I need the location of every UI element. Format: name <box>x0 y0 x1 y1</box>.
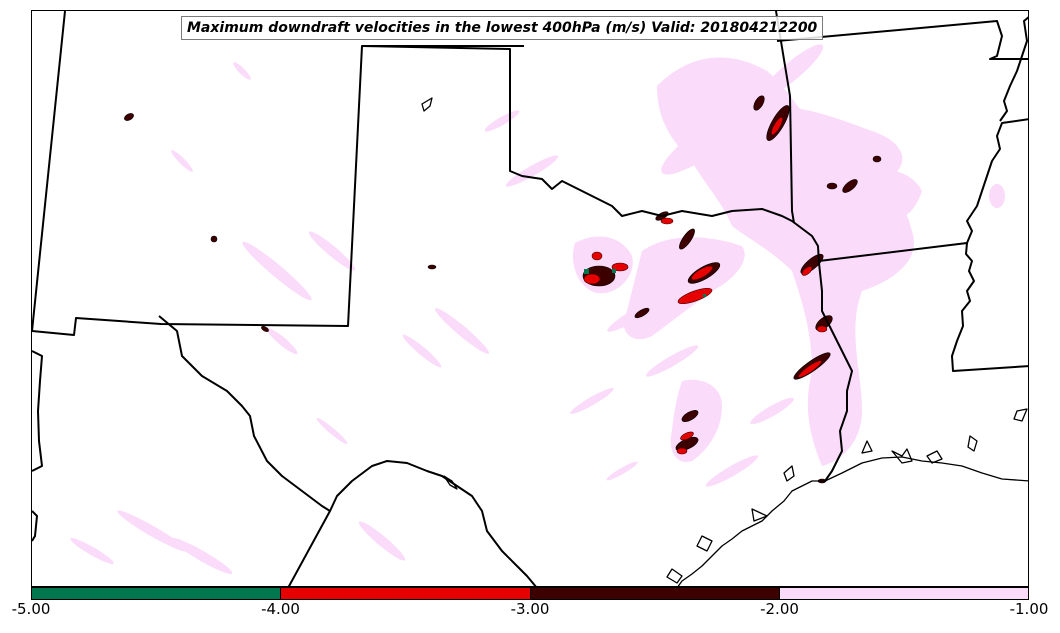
map-title: Maximum downdraft velocities in the lowe… <box>181 16 824 40</box>
colorbar-tick-label: -1.00 <box>1009 600 1049 618</box>
strong-downdraft-cores <box>583 116 828 455</box>
state-boundaries <box>32 11 1028 586</box>
colorbar-bin-light <box>778 588 1028 599</box>
colorbar-bin-moderate <box>529 588 779 599</box>
coastline <box>421 97 1028 586</box>
colorbar-tick-label: -3.00 <box>510 600 550 618</box>
colorbar-tick-label: -2.00 <box>760 600 799 618</box>
colorbar <box>31 587 1029 600</box>
map-panel <box>31 10 1029 587</box>
colorbar-bin-strong <box>280 588 530 599</box>
light-downdraft-field <box>70 44 1005 575</box>
colorbar-bin-extreme <box>32 588 281 599</box>
colorbar-tick-label: -5.00 <box>11 600 51 618</box>
extreme-downdraft-pixels <box>584 269 706 297</box>
colorbar-tick-label: -4.00 <box>261 600 300 618</box>
map-canvas <box>32 11 1028 586</box>
